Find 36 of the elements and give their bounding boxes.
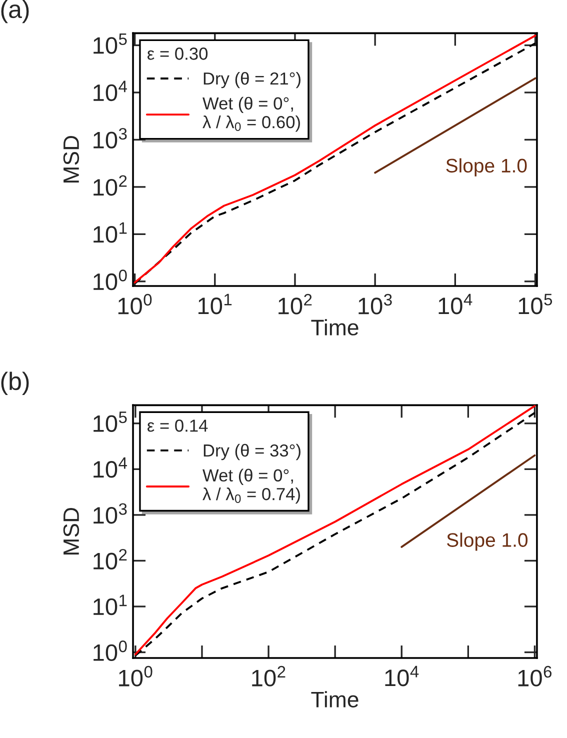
y-tick-label: 10$^{0}$: [94, 270, 127, 290]
y-tick-label: 10$^{1}$: [94, 222, 127, 243]
legend-title: ε = 0.14: [148, 420, 208, 432]
x-tick-label: 10$^{2}$: [278, 294, 312, 314]
x-tick-label: 10$^{0}$: [118, 294, 152, 314]
y-axis-title: MSD: [63, 136, 80, 182]
x-tick-label: 10$^{4}$: [385, 666, 419, 686]
legend-title: ε = 0.30: [148, 48, 208, 60]
x-tick-label: 10$^{1}$: [198, 294, 232, 314]
x-axis-title: Time: [311, 319, 358, 336]
x-tick-label: 10$^{4}$: [438, 294, 472, 314]
legend-label: Dry (θ = 21°): [204, 72, 300, 88]
series-label: Slope 1.0: [446, 158, 527, 176]
y-tick-label: 10$^{2}$: [94, 548, 127, 570]
y-tick-label: 10$^{5}$: [94, 34, 127, 54]
y-tick-label: 10$^{3}$: [94, 503, 127, 524]
series-label: Slope 1.0: [447, 532, 528, 551]
x-tick-label: 10$^{6}$: [518, 666, 552, 686]
y-tick-label: 10$^{2}$: [94, 175, 127, 196]
legend-label: Dry (θ = 33°): [204, 444, 300, 460]
x-axis-title: Time: [311, 691, 358, 708]
y-tick-label: 10$^{5}$: [94, 412, 127, 432]
y-tick-label: 10$^{0}$: [94, 640, 127, 662]
x-tick-label: 10$^{5}$: [518, 294, 552, 314]
y-tick-label: 10$^{4}$: [94, 80, 127, 102]
y-tick-label: 10$^{1}$: [94, 594, 127, 616]
y-tick-label: 10$^{4}$: [94, 457, 127, 478]
x-tick-label: 10$^{2}$: [252, 666, 286, 686]
y-axis-title: MSD: [63, 508, 80, 554]
chart-title: (b): [1, 372, 29, 396]
y-tick-label: 10$^{3}$: [94, 128, 127, 148]
legend-label: Wet (θ = 0°, λ / λ$_{0}$ = 0.74): [202, 468, 300, 504]
x-tick-label: 10$^{0}$: [119, 666, 152, 686]
x-tick-label: 10$^{3}$: [358, 294, 392, 314]
legend-label: Wet (θ = 0°, λ / λ$_{0}$ = 0.60): [202, 96, 300, 132]
chart-title: (a): [1, 0, 29, 24]
